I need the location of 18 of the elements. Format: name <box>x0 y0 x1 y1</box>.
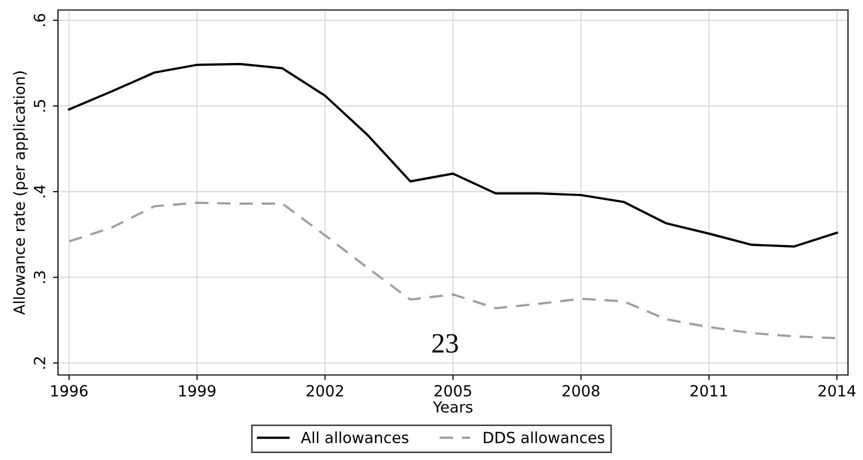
y-tick-label: .4 <box>34 185 46 198</box>
line-series <box>68 62 838 248</box>
x-tick-label: 2011 <box>690 384 727 397</box>
annotation: 23 <box>432 334 458 353</box>
x-tick-label: 2002 <box>306 384 343 397</box>
x-tick-label: 2008 <box>562 384 600 397</box>
x-axis-title: Years <box>432 401 472 413</box>
y-tick-label: .6 <box>34 14 46 26</box>
x-tick-label: 1996 <box>51 384 88 397</box>
y-tick-label: .5 <box>34 100 46 112</box>
x-tick-label: 2014 <box>818 384 856 397</box>
legend-label: DDS allowances <box>484 431 604 444</box>
x-tick-label: 1999 <box>179 384 216 397</box>
legend-label: All allowances <box>300 431 408 444</box>
y-axis-title: Allowance rate (per application) <box>13 71 28 315</box>
y-tick-label: .3 <box>34 271 46 283</box>
y-tick-label: .2 <box>34 357 46 369</box>
x-tick-label: 2005 <box>434 384 472 397</box>
